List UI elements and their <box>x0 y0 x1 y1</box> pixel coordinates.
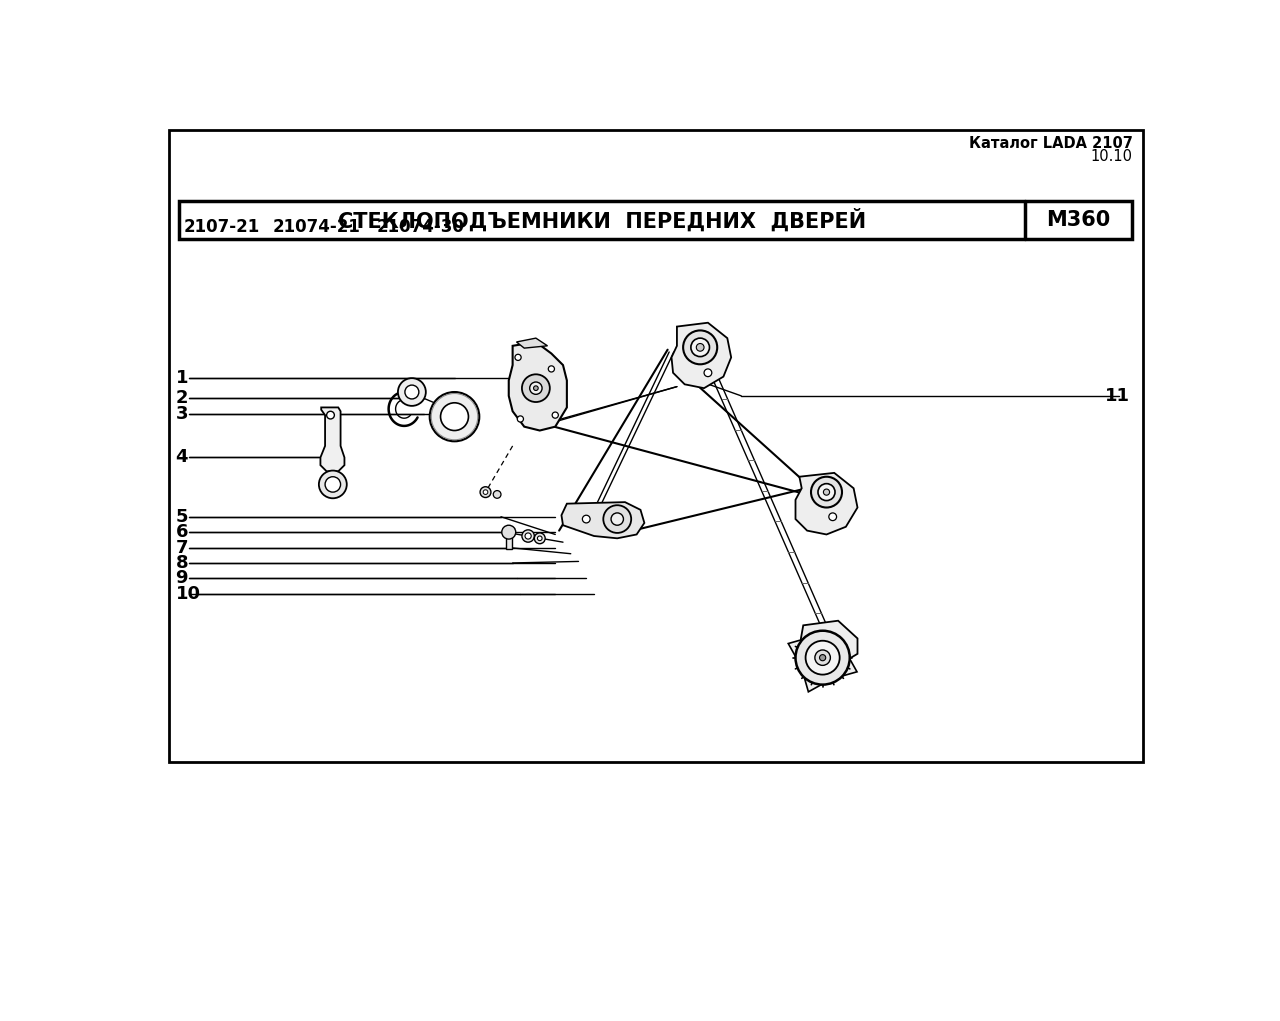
Circle shape <box>552 412 558 419</box>
Circle shape <box>515 354 521 360</box>
Circle shape <box>525 533 531 539</box>
Text: 2: 2 <box>175 389 188 407</box>
Circle shape <box>530 382 541 394</box>
Bar <box>169 131 1143 762</box>
Circle shape <box>603 505 631 533</box>
Circle shape <box>795 631 850 685</box>
Polygon shape <box>672 323 731 388</box>
Polygon shape <box>320 407 344 472</box>
Circle shape <box>480 487 492 497</box>
Circle shape <box>493 490 500 498</box>
Circle shape <box>812 477 842 507</box>
Circle shape <box>522 375 550 402</box>
Polygon shape <box>508 342 567 431</box>
Circle shape <box>691 338 709 356</box>
Circle shape <box>483 490 488 494</box>
Circle shape <box>611 513 623 525</box>
Circle shape <box>582 516 590 523</box>
Circle shape <box>502 525 516 539</box>
Circle shape <box>325 477 340 492</box>
Text: 11: 11 <box>1106 387 1130 405</box>
Text: М360: М360 <box>1046 210 1111 230</box>
Circle shape <box>823 489 829 495</box>
Circle shape <box>534 533 545 544</box>
Circle shape <box>818 484 835 500</box>
Text: 21074-21: 21074-21 <box>273 218 360 236</box>
Polygon shape <box>801 621 858 666</box>
Polygon shape <box>517 338 548 348</box>
Text: 10.10: 10.10 <box>1091 149 1133 163</box>
Text: 2107-21: 2107-21 <box>183 218 260 236</box>
Circle shape <box>815 650 831 666</box>
Circle shape <box>404 385 419 399</box>
Circle shape <box>819 654 826 661</box>
Text: 21074-30: 21074-30 <box>378 218 465 236</box>
Polygon shape <box>788 624 858 692</box>
Circle shape <box>534 386 538 390</box>
Polygon shape <box>506 532 512 549</box>
Text: 10: 10 <box>175 585 201 602</box>
Text: 7: 7 <box>175 538 188 556</box>
Circle shape <box>704 369 712 377</box>
Circle shape <box>548 366 554 372</box>
Circle shape <box>829 513 837 521</box>
Text: 6: 6 <box>175 523 188 541</box>
Circle shape <box>398 378 426 406</box>
Bar <box>179 201 1132 239</box>
Text: 3: 3 <box>175 404 188 423</box>
Text: Каталог LADA 2107: Каталог LADA 2107 <box>969 137 1133 151</box>
Circle shape <box>517 416 524 422</box>
Text: 8: 8 <box>175 554 188 572</box>
Polygon shape <box>795 473 858 534</box>
Circle shape <box>440 403 468 431</box>
Polygon shape <box>562 502 644 538</box>
Circle shape <box>696 343 704 351</box>
Text: 1: 1 <box>175 370 188 387</box>
Circle shape <box>522 530 534 542</box>
Circle shape <box>805 641 840 675</box>
Circle shape <box>684 331 717 364</box>
Circle shape <box>326 411 334 419</box>
Circle shape <box>430 392 479 441</box>
Text: 4: 4 <box>175 448 188 467</box>
Text: 9: 9 <box>175 570 188 587</box>
Text: СТЕКЛОПОДЪЕМНИКИ  ПЕРЕДНИХ  ДВЕРЕЙ: СТЕКЛОПОДЪЕМНИКИ ПЕРЕДНИХ ДВЕРЕЙ <box>338 208 867 232</box>
Text: 5: 5 <box>175 507 188 526</box>
Circle shape <box>538 536 541 541</box>
Circle shape <box>319 471 347 498</box>
